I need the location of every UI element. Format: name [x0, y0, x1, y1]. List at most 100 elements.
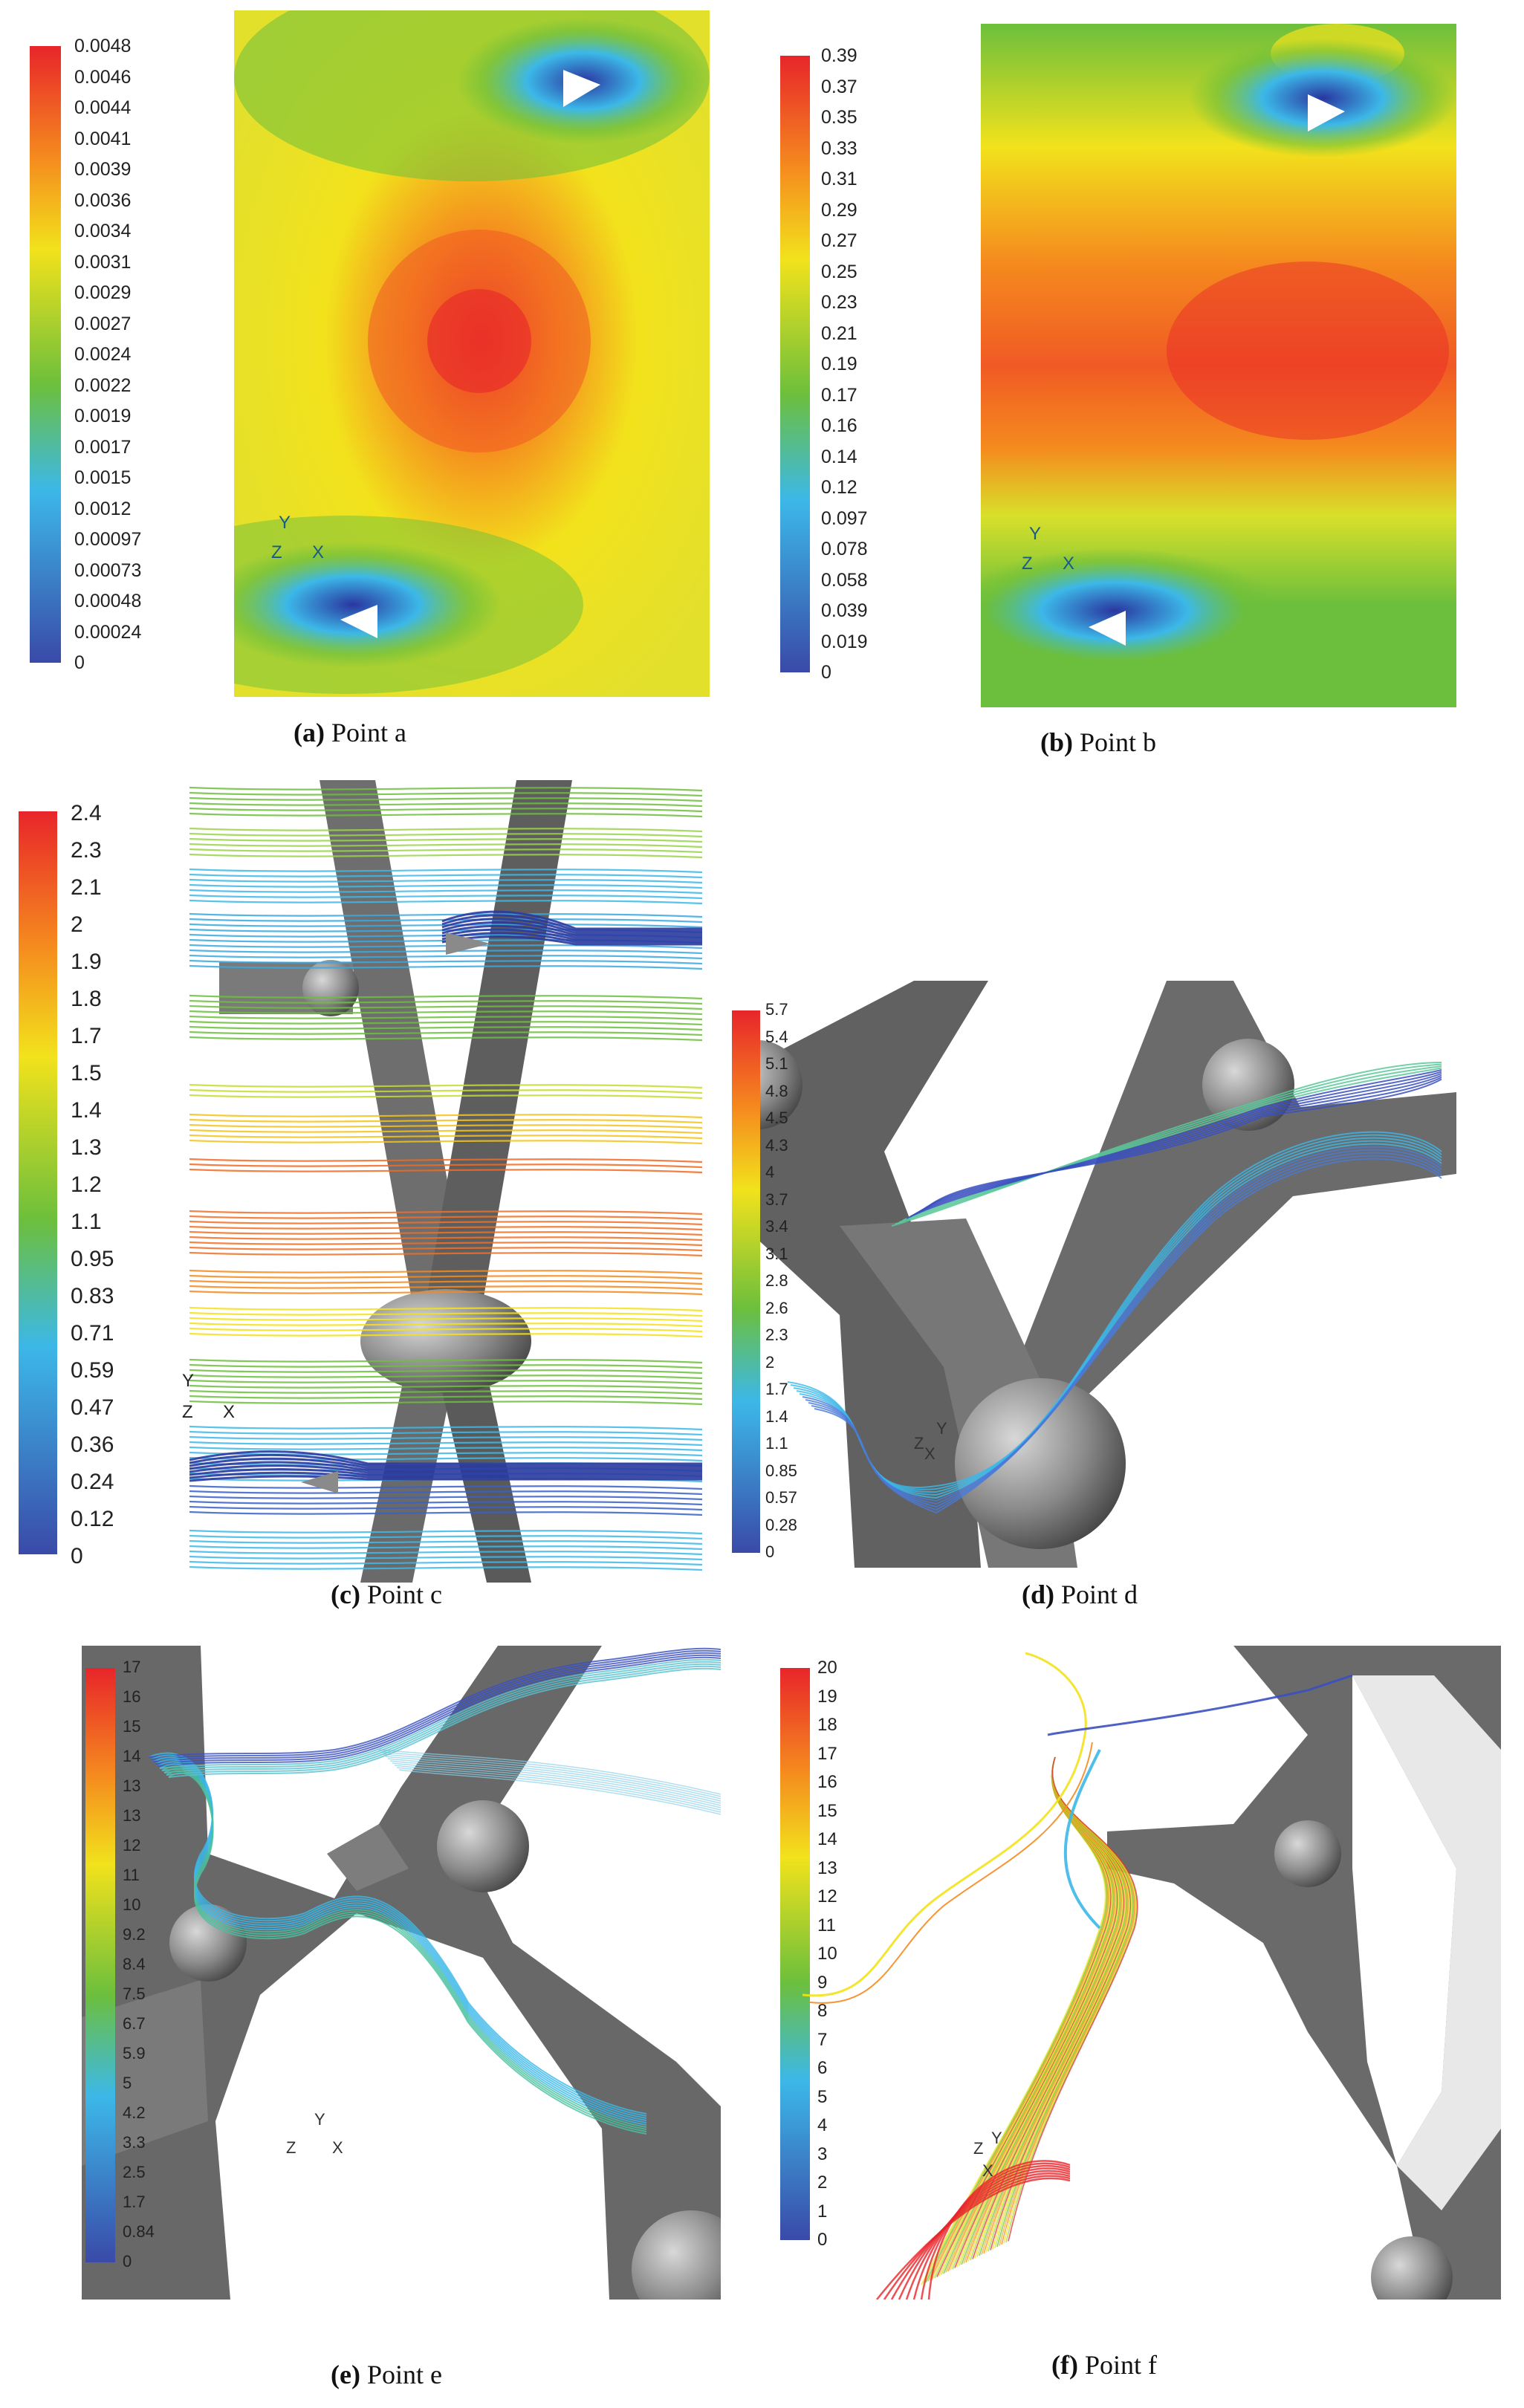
- colorbar-d-tick: 4.8: [765, 1081, 788, 1100]
- streamline: [189, 949, 702, 955]
- caption-d-letter: (d): [1022, 1580, 1054, 1609]
- colorbar-b-tick: 0.29: [821, 199, 857, 221]
- streamline: [166, 1770, 647, 2132]
- axis-x-label: X: [332, 2138, 343, 2157]
- colorbar-e-tick: 11: [123, 1866, 140, 1884]
- colorbar-f-tick: 20: [817, 1658, 837, 1678]
- colorbar-b-tick: 0.37: [821, 76, 857, 97]
- colorbar-f-tick: 15: [817, 1800, 837, 1821]
- colorbar-b-tick: 0.058: [821, 569, 868, 591]
- colorbar-e-tick: 8.4: [123, 1955, 146, 1973]
- colorbar-b-tick: 0.21: [821, 322, 857, 344]
- streamline: [189, 1083, 702, 1089]
- axis-triad-f: Y Z X: [973, 2129, 1018, 2181]
- colorbar-d-tick: 4: [765, 1163, 775, 1181]
- streamline: [189, 1036, 702, 1042]
- colorbar-c-tick: 1.2: [71, 1172, 102, 1197]
- colorbar-e-tick: 17: [123, 1658, 141, 1676]
- streamline: [790, 1134, 1442, 1490]
- colorbar-d-tick: 3.1: [765, 1244, 788, 1263]
- streamline: [802, 1652, 1087, 1997]
- streamline: [189, 796, 702, 802]
- streamline: [895, 1063, 1442, 1225]
- axis-x-label: X: [982, 2161, 993, 2180]
- colorbar-b-tick: 0.17: [821, 384, 857, 406]
- streamline: [189, 959, 702, 965]
- streamline: [891, 1062, 1442, 1227]
- caption-c: (c) Point c: [331, 1579, 442, 1610]
- caption-a-letter: (a): [294, 718, 325, 747]
- streamline: [168, 1667, 721, 1778]
- axis-y-label: Y: [1029, 524, 1042, 544]
- streamline: [883, 2175, 1071, 2300]
- streamline: [189, 1010, 702, 1016]
- streamline: [159, 1763, 647, 2126]
- streamline: [189, 827, 702, 833]
- colorbar-e-tick: 0: [123, 2252, 132, 2271]
- streamline: [189, 1163, 702, 1169]
- streamline: [189, 1430, 702, 1436]
- streamline: [189, 1215, 702, 1221]
- colorbar-a-tick: 0.0031: [74, 251, 132, 273]
- streamline: [394, 1765, 721, 1811]
- streamline: [189, 1158, 702, 1164]
- panel-d: 5.7 5.4 5.1 4.8 4.5 4.3 4 3.7 3.4 3.1 2.8 2.6 2.3 2 1.…: [732, 981, 1524, 1635]
- axis-z-label: Z: [914, 1434, 924, 1453]
- streamline: [189, 807, 702, 813]
- streamline: [189, 1400, 702, 1406]
- caption-f-letter: (f): [1051, 2350, 1078, 2380]
- colorbar-e-tick: 9.2: [123, 1925, 146, 1944]
- colorbar-e: [85, 1668, 115, 2262]
- colorbar-a-tick: 0.00073: [74, 559, 142, 581]
- caption-a: (a) Point a: [294, 717, 406, 748]
- colorbar-e-tick: 2.5: [123, 2163, 146, 2181]
- streamline-plot-f: [788, 1646, 1501, 2300]
- streamline: [166, 1665, 721, 1776]
- colorbar-f-tick: 17: [817, 1743, 837, 1764]
- axis-y-label: Y: [279, 513, 291, 533]
- streamline: [189, 964, 702, 970]
- colorbar-c-tick: 2.3: [71, 838, 102, 863]
- colorbar-f-tick: 5: [817, 2086, 828, 2107]
- colorbar-a-tick: 0.0027: [74, 313, 132, 334]
- colorbar-f-tick: 18: [817, 1715, 837, 1735]
- colorbar-d-tick: 1.7: [765, 1380, 788, 1398]
- streamlines-d: [787, 1062, 1442, 1514]
- streamline: [787, 1131, 1442, 1488]
- streamline: [441, 921, 702, 937]
- colorbar-a-tick: 0.0046: [74, 66, 132, 88]
- streamline: [189, 1225, 702, 1231]
- colorbar-b-tick: 0.33: [821, 137, 857, 159]
- contour-plot-b: [981, 24, 1456, 707]
- colorbar-c: [19, 811, 57, 1554]
- colorbar-e-tick: 14: [123, 1747, 141, 1765]
- streamline: [189, 1139, 702, 1145]
- streamline: [1047, 1674, 1353, 1736]
- colorbar-f: [780, 1668, 810, 2240]
- streamline: [189, 1025, 702, 1031]
- streamline: [189, 1369, 702, 1375]
- caption-d-text: Point d: [1061, 1580, 1138, 1609]
- colorbar-d-tick: 2.3: [765, 1325, 788, 1344]
- axis-x-label: X: [1063, 554, 1075, 574]
- streamline: [189, 1490, 702, 1496]
- streamline: [189, 1461, 702, 1472]
- axis-triad-b: Y Z X: [1022, 524, 1089, 576]
- streamline: [905, 2167, 1071, 2300]
- colorbar-e-tick: 6.7: [123, 2014, 146, 2033]
- streamline: [189, 889, 702, 895]
- triangle-marker: [446, 932, 490, 955]
- streamline: [189, 1285, 702, 1291]
- colorbar-c-tick: 0.95: [71, 1247, 114, 1271]
- streamline: [152, 1756, 647, 2119]
- streamline: [189, 1453, 702, 1467]
- streamline: [380, 1751, 721, 1797]
- streamline: [161, 1661, 721, 1771]
- colorbar-d-tick: 2.8: [765, 1271, 788, 1290]
- streamline: [898, 2170, 1071, 2300]
- colorbar-f-tick: 11: [817, 1915, 836, 1935]
- streamline: [387, 1758, 721, 1804]
- colorbar-d-tick: 0.57: [765, 1488, 797, 1507]
- caption-f-text: Point f: [1084, 2350, 1157, 2380]
- streamline: [189, 1210, 702, 1216]
